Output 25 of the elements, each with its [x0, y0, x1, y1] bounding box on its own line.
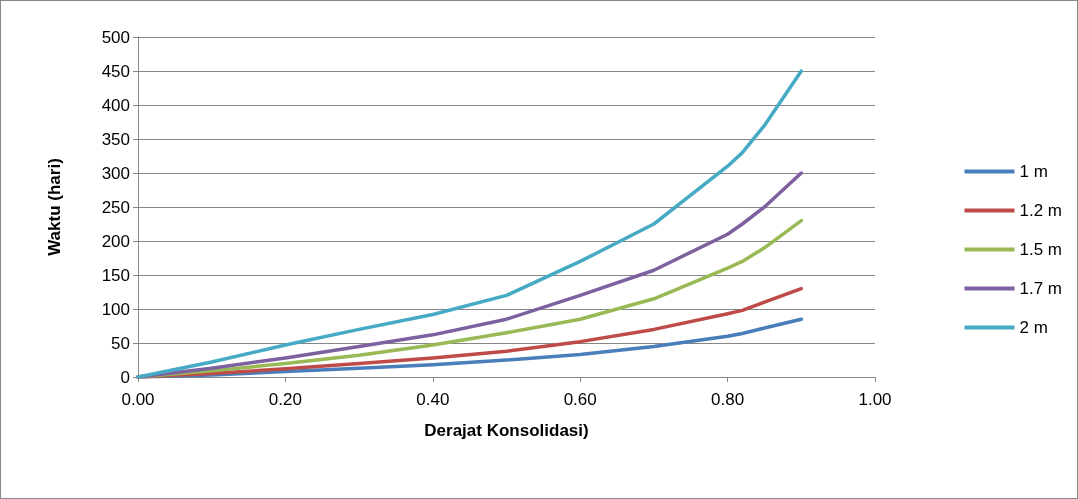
x-tick-label: 0.80	[711, 390, 745, 409]
legend-label: 1.5 m	[1019, 240, 1063, 259]
x-tick-label: 0.20	[268, 390, 302, 409]
y-tick-label: 450	[101, 61, 130, 81]
y-tick-label: 500	[101, 27, 130, 47]
x-axis-title: Derajat Konsolidasi)	[424, 421, 589, 440]
y-tick-label: 100	[101, 299, 130, 319]
legend-label: 1 m	[1019, 162, 1048, 181]
y-tick-label: 250	[101, 197, 130, 217]
x-tick-label: 0.40	[416, 390, 450, 409]
y-tick-label: 350	[101, 129, 130, 149]
x-tick-label: 0.60	[563, 390, 597, 409]
y-axis-title: Waktu (hari)	[45, 158, 64, 256]
y-tick-label: 300	[101, 163, 130, 183]
y-tick-label: 200	[101, 231, 130, 251]
x-tick-label: 0.00	[121, 390, 155, 409]
x-tick-label: 1.00	[858, 390, 892, 409]
y-tick-label: 400	[101, 95, 130, 115]
legend-label: 1.2 m	[1019, 201, 1063, 220]
legend-label: 1.7 m	[1019, 279, 1063, 298]
y-tick-label: 50	[111, 333, 130, 353]
legend-label: 2 m	[1019, 318, 1048, 337]
y-tick-label: 0	[120, 367, 130, 387]
y-tick-label: 150	[101, 265, 130, 285]
line-series	[136, 69, 804, 379]
